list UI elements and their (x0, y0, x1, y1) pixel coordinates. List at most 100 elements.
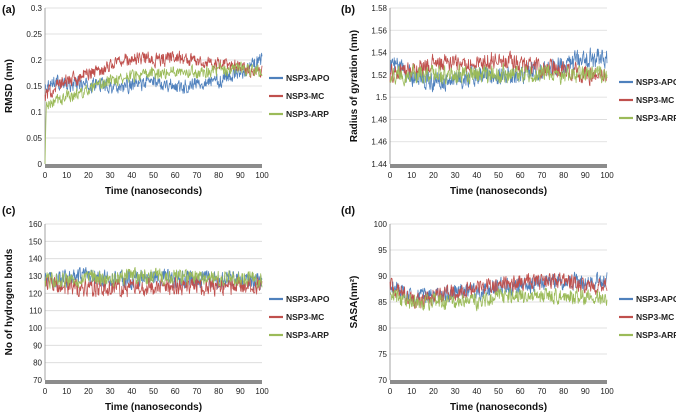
y-tick-label: 140 (29, 255, 43, 264)
y-axis-label: RMSD (nm) (4, 59, 15, 113)
series-line-nsp3-mc (44, 273, 263, 298)
x-tick-label: 50 (494, 171, 503, 180)
x-tick-label: 90 (581, 171, 590, 180)
x-tick-label: 50 (494, 387, 503, 396)
x-tick-label: 30 (451, 171, 460, 180)
y-tick-label: 80 (33, 359, 42, 368)
x-tick-label: 10 (407, 387, 416, 396)
y-tick-label: 0.25 (26, 30, 42, 39)
y-tick-label: 120 (29, 289, 43, 298)
y-tick-label: 90 (378, 272, 387, 281)
x-tick-label: 70 (537, 387, 546, 396)
y-axis-label: Radius of gyration (nm) (349, 30, 360, 142)
x-tick-label: 40 (127, 171, 136, 180)
y-tick-label: 100 (29, 324, 43, 333)
x-tick-label: 80 (559, 171, 568, 180)
chart-panel-1: (b) 1.44 1.46 1.48 1.5 1.52 1.54 1.56 1.58 0 10 20 3… (341, 4, 676, 197)
legend-label: NSP3-MC (286, 91, 324, 101)
x-axis-label: Time (nanoseconds) (450, 402, 547, 413)
x-tick-label: 100 (600, 171, 614, 180)
chart-panel-0: (a) 0 0.05 0.1 0.15 0.2 0.25 0.3 0 10 20 30 40 50 60 70… (2, 4, 330, 197)
legend-label: NSP3-ARP (636, 330, 676, 340)
x-tick-label: 100 (255, 171, 269, 180)
y-tick-label: 1.46 (371, 138, 387, 147)
chart-panel-2: (c) 70 80 90 100 110 120 130 140 150 160 0 10 20 30 40 5… (2, 205, 330, 413)
x-tick-label: 40 (472, 387, 481, 396)
chart-panel-3: (d) 70 75 80 85 90 95 100 0 10 20 30 40 50 60 70 80 90 100… (341, 205, 676, 413)
x-tick-label: 90 (236, 171, 245, 180)
series-line-nsp3-mc (44, 50, 263, 102)
x-tick-label: 30 (106, 171, 115, 180)
x-axis-baseline (45, 380, 262, 384)
y-tick-label: 0.05 (26, 134, 42, 143)
series-line-nsp3-arp (389, 63, 608, 87)
y-tick-label: 0.1 (31, 108, 43, 117)
legend-label: NSP3-MC (286, 312, 324, 322)
x-tick-label: 50 (149, 387, 158, 396)
x-tick-label: 30 (451, 387, 460, 396)
x-tick-label: 60 (171, 387, 180, 396)
x-tick-label: 50 (149, 171, 158, 180)
y-tick-label: 1.44 (371, 160, 387, 169)
legend-label: NSP3-APO (286, 294, 330, 304)
x-tick-label: 80 (559, 387, 568, 396)
x-tick-label: 20 (429, 171, 438, 180)
x-axis-baseline (390, 380, 607, 384)
legend-label: NSP3-APO (636, 294, 676, 304)
panel-letter: (d) (341, 205, 355, 217)
y-tick-label: 75 (378, 350, 387, 359)
x-axis-baseline (390, 164, 607, 168)
x-tick-label: 20 (429, 387, 438, 396)
y-tick-label: 0.2 (31, 56, 43, 65)
x-tick-label: 20 (84, 387, 93, 396)
y-axis-label: No of hydrogen bonds (4, 248, 15, 355)
legend-label: NSP3-MC (636, 312, 674, 322)
panel-letter: (a) (2, 4, 16, 16)
x-tick-label: 60 (516, 387, 525, 396)
y-tick-label: 0 (38, 160, 43, 169)
x-tick-label: 10 (62, 387, 71, 396)
x-tick-label: 100 (600, 387, 614, 396)
y-tick-label: 110 (29, 307, 42, 316)
y-tick-label: 70 (33, 376, 42, 385)
x-tick-label: 100 (255, 387, 269, 396)
x-axis-label: Time (nanoseconds) (105, 186, 202, 197)
x-tick-label: 0 (43, 171, 48, 180)
series-line-nsp3-arp (44, 266, 263, 289)
y-tick-label: 70 (378, 376, 387, 385)
y-tick-label: 160 (29, 220, 43, 229)
x-tick-label: 90 (581, 387, 590, 396)
x-axis-label: Time (nanoseconds) (450, 186, 547, 197)
y-tick-label: 1.5 (376, 93, 388, 102)
x-tick-label: 60 (171, 171, 180, 180)
x-tick-label: 10 (407, 171, 416, 180)
y-tick-label: 95 (378, 246, 387, 255)
x-tick-label: 80 (214, 387, 223, 396)
y-tick-label: 85 (378, 298, 387, 307)
x-tick-label: 60 (516, 171, 525, 180)
y-tick-label: 1.48 (371, 115, 387, 124)
legend-label: NSP3-MC (636, 95, 674, 105)
y-tick-label: 80 (378, 324, 387, 333)
y-tick-label: 130 (29, 272, 43, 281)
x-tick-label: 0 (43, 387, 48, 396)
x-tick-label: 0 (388, 171, 393, 180)
x-tick-label: 90 (236, 387, 245, 396)
x-tick-label: 20 (84, 171, 93, 180)
series-line-nsp3-apo (389, 47, 608, 93)
legend-label: NSP3-ARP (286, 330, 329, 340)
x-tick-label: 70 (537, 171, 546, 180)
y-axis-label: SASA(nm²) (349, 276, 360, 329)
legend-label: NSP3-APO (286, 73, 330, 83)
panel-letter: (c) (2, 205, 16, 217)
legend-label: NSP3-ARP (286, 109, 329, 119)
y-tick-label: 1.52 (371, 71, 387, 80)
panel-letter: (b) (341, 4, 355, 16)
y-tick-label: 1.54 (371, 49, 387, 58)
series-line-nsp3-apo (44, 52, 263, 95)
y-tick-label: 150 (29, 237, 43, 246)
x-tick-label: 80 (214, 171, 223, 180)
y-tick-label: 1.58 (371, 4, 387, 13)
series-line-nsp3-arp (389, 287, 608, 312)
